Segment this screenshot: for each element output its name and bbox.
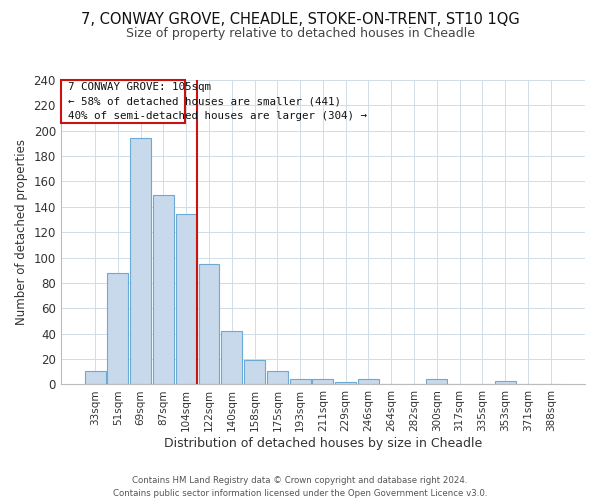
Text: 7, CONWAY GROVE, CHEADLE, STOKE-ON-TRENT, ST10 1QG: 7, CONWAY GROVE, CHEADLE, STOKE-ON-TRENT… xyxy=(80,12,520,28)
Bar xyxy=(153,196,174,384)
Bar xyxy=(221,331,242,384)
Bar xyxy=(176,214,197,384)
Bar xyxy=(244,360,265,384)
Text: Contains HM Land Registry data © Crown copyright and database right 2024.
Contai: Contains HM Land Registry data © Crown c… xyxy=(113,476,487,498)
Bar xyxy=(494,380,515,384)
Bar xyxy=(290,380,311,384)
Bar xyxy=(85,370,106,384)
Bar xyxy=(107,273,128,384)
Bar xyxy=(313,380,334,384)
Bar xyxy=(130,138,151,384)
Bar xyxy=(427,380,447,384)
Text: Size of property relative to detached houses in Cheadle: Size of property relative to detached ho… xyxy=(125,28,475,40)
Bar xyxy=(199,264,220,384)
Y-axis label: Number of detached properties: Number of detached properties xyxy=(15,139,28,325)
Text: 7 CONWAY GROVE: 105sqm
← 58% of detached houses are smaller (441)
40% of semi-de: 7 CONWAY GROVE: 105sqm ← 58% of detached… xyxy=(68,82,367,122)
X-axis label: Distribution of detached houses by size in Cheadle: Distribution of detached houses by size … xyxy=(164,437,482,450)
Bar xyxy=(267,370,288,384)
Bar xyxy=(358,380,379,384)
Bar xyxy=(335,382,356,384)
